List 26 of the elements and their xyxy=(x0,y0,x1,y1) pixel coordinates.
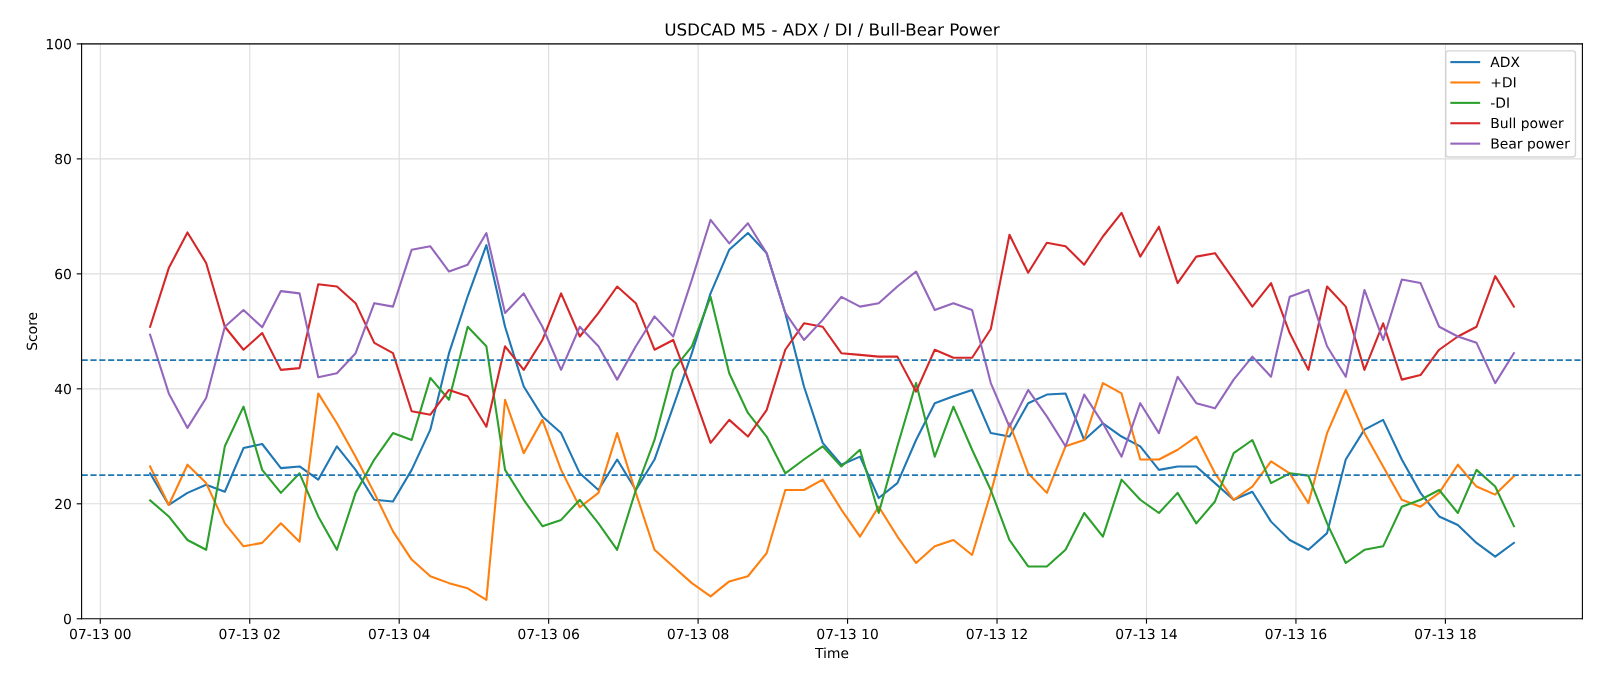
x-tick-label: 07-13 00 xyxy=(69,628,131,640)
legend-label: +DI xyxy=(1491,77,1516,88)
x-tick-label: 07-13 06 xyxy=(518,628,579,640)
y-tick-label: 60 xyxy=(55,268,71,280)
x-tick-label: 07-13 18 xyxy=(1415,628,1476,640)
x-tick-label: 07-13 14 xyxy=(1116,628,1177,640)
x-tick-label: 07-13 08 xyxy=(667,628,729,640)
x-tick-label: 07-13 16 xyxy=(1265,628,1327,640)
y-tick-label: 40 xyxy=(54,383,71,395)
legend-label: Bear power xyxy=(1491,138,1570,152)
x-tick-label: 07-13 12 xyxy=(966,628,1027,640)
x-tick-label: 07-13 02 xyxy=(219,628,280,640)
legend-label: ADX xyxy=(1490,56,1520,67)
chart-title: USDCAD M5 - ADX / DI / Bull-Bear Power xyxy=(665,22,1000,38)
x-tick-label: 07-13 10 xyxy=(817,628,878,640)
x-axis-title: Time xyxy=(814,647,849,659)
legend-label: -DI xyxy=(1490,97,1509,108)
line-series xyxy=(149,382,1515,601)
y-axis-title: Score xyxy=(26,312,38,350)
y-tick-label: 20 xyxy=(55,498,71,510)
legend-label: Bull power xyxy=(1491,117,1564,131)
line-series xyxy=(149,295,1515,568)
y-tick-label: 0 xyxy=(63,613,71,625)
y-tick-label: 80 xyxy=(55,153,71,165)
y-tick-label: 100 xyxy=(46,38,71,50)
x-tick-label: 07-13 04 xyxy=(368,628,430,640)
